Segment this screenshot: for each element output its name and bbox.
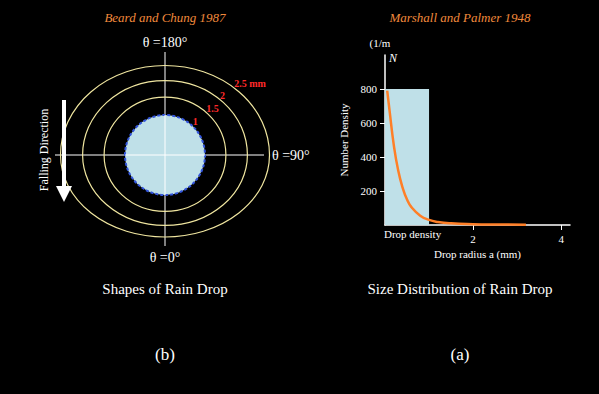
svg-text:θ =0°: θ =0° [150, 250, 181, 265]
svg-text:Beard and Chung 1987: Beard and Chung 1987 [104, 10, 226, 25]
svg-text:(b): (b) [155, 345, 175, 364]
svg-text:2: 2 [220, 90, 225, 101]
svg-text:600: 600 [361, 117, 378, 129]
svg-text:(a): (a) [451, 345, 470, 364]
svg-text:Shapes of Rain Drop: Shapes of Rain Drop [102, 281, 227, 297]
svg-text:200: 200 [361, 185, 378, 197]
svg-text:2.5 mm: 2.5 mm [234, 78, 266, 89]
svg-text:800: 800 [361, 83, 378, 95]
svg-text:Marshall and Palmer 1948: Marshall and Palmer 1948 [388, 10, 531, 25]
svg-text:Size Distribution of Rain Drop: Size Distribution of Rain Drop [368, 281, 553, 297]
svg-text:Drop density: Drop density [384, 228, 442, 240]
svg-text:Drop radius a (mm): Drop radius a (mm) [434, 248, 521, 261]
svg-text:θ =90°: θ =90° [272, 148, 310, 163]
svg-text:4: 4 [558, 233, 564, 245]
svg-text:1: 1 [193, 116, 198, 127]
svg-text:θ =180°: θ =180° [143, 35, 188, 50]
svg-text:1.5: 1.5 [206, 103, 219, 114]
svg-text:Number Density: Number Density [338, 103, 350, 177]
svg-text:2: 2 [470, 233, 476, 245]
svg-text:(1/m: (1/m [370, 37, 391, 50]
svg-text:400: 400 [361, 151, 378, 163]
svg-text:Falling Direction: Falling Direction [37, 109, 51, 191]
svg-text:N: N [388, 51, 398, 65]
